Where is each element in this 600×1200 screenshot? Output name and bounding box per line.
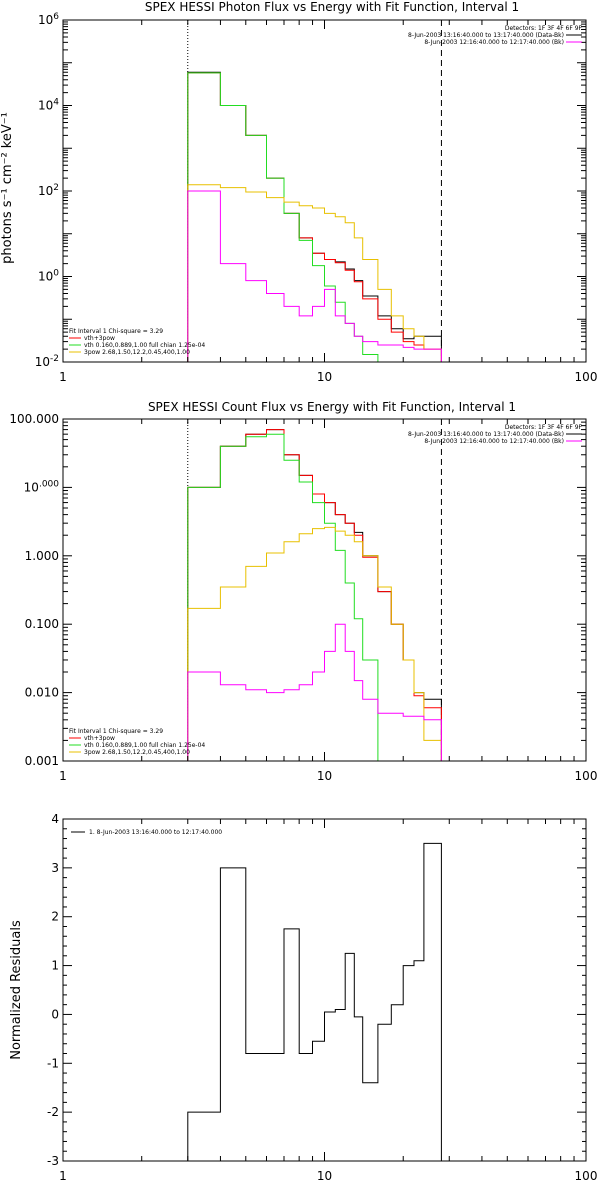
x-tick-label: 1: [59, 1169, 67, 1183]
y-tick-label: 100: [38, 269, 59, 284]
x-tick-label: 10: [317, 769, 332, 783]
legend-entry: vth+3pow: [84, 735, 115, 742]
x-tick-label: 100: [575, 769, 598, 783]
series-magenta-line: [187, 190, 442, 362]
axes-group: 1 10 100 0.001 0.010 0.100 1.000 10.000 100.000: [9, 412, 597, 783]
legend-entry: 8-Jun-2003 13:16:40.000 to 13:17:40.000 …: [408, 431, 564, 438]
legend-bottom: Fit Interval 1 Chi-square = 3.29 vth+3po…: [69, 328, 205, 356]
y-axis-label: photons s⁻¹ cm⁻² keV⁻¹: [0, 112, 15, 264]
y-tick-label: 4: [51, 812, 59, 826]
y-tick-label: 10.000: [24, 479, 60, 494]
legend-top: Detectors: 1F 3F 4F 6F 9F 8-Jun-2003 13:…: [408, 424, 583, 445]
axes-group: 1 10 100 10-2 100 102 104 106: [35, 12, 598, 384]
series-green-line: [187, 433, 379, 761]
y-tick-label: 2: [51, 910, 59, 924]
y-tick-label: 0.100: [25, 617, 59, 631]
legend-header: Fit Interval 1 Chi-square = 3.29: [69, 728, 163, 735]
series-green-line: [187, 72, 392, 363]
legend-header: Fit Interval 1 Chi-square = 3.29: [69, 328, 163, 335]
axes-group: 1 10 100 -3 -2 -1 0 1 2 3 4: [47, 812, 597, 1183]
series-yellow-line: [187, 184, 442, 362]
y-tick-label: 0: [51, 1007, 59, 1021]
legend-entry: vth 0.160,0.889,1.00 full chian 1.25e-04: [84, 342, 205, 349]
y-tick-label: 0.001: [25, 754, 59, 768]
series-yellow-line: [187, 526, 442, 761]
legend-entry: 1. 8-Jun-2003 13:16:40.000 to 12:17:40.0…: [89, 829, 222, 836]
y-tick-label: 3: [51, 861, 59, 875]
y-tick-label: 0.010: [25, 686, 59, 700]
series-group: [187, 419, 442, 761]
legend-entry: 8-Jun-2003 12:16:40.000 to 12:17:40.000 …: [424, 438, 564, 445]
y-tick-label: 1.000: [25, 549, 59, 563]
x-tick-label: 10: [317, 370, 332, 384]
chart-title: SPEX HESSI Photon Flux vs Energy with Fi…: [145, 0, 519, 14]
plot-frame: [62, 19, 587, 363]
y-tick-label: 10-2: [35, 354, 59, 369]
plot-frame: [62, 818, 587, 1162]
legend-entry: vth 0.160,0.889,1.00 full chian 1.25e-04: [84, 742, 205, 749]
x-tick-label: 1: [59, 769, 67, 783]
x-tick-label: 10: [317, 1169, 332, 1183]
legend-entry: 8-Jun-2003 13:16:40.000 to 13:17:40.000 …: [408, 32, 564, 39]
legend-entry: 3pow 2.68,1.50,12.2,0.45,400,1.00: [84, 749, 190, 756]
y-tick-label: 1: [51, 959, 59, 973]
series-group: [187, 20, 442, 363]
y-tick-label: 100.000: [9, 412, 59, 426]
series-group: [187, 842, 442, 1161]
legend-header: Detectors: 1F 3F 4F 6F 9F: [505, 25, 583, 32]
residuals-panel: Normalized Residuals 1 10 100 -3 -2 -1 0 1 2 3 4 1…: [9, 812, 597, 1183]
y-tick-label: -1: [47, 1056, 59, 1070]
plot-frame: [62, 418, 587, 762]
photon-flux-panel: SPEX HESSI Photon Flux vs Energy with Fi…: [0, 0, 597, 384]
series-red-line: [187, 429, 442, 761]
y-axis-label: Normalized Residuals: [9, 920, 24, 1060]
y-tick-label: 102: [38, 183, 59, 198]
y-tick-label: -3: [47, 1154, 59, 1168]
legend-header: Detectors: 1F 3F 4F 6F 9F: [505, 424, 583, 431]
count-flux-panel: SPEX HESSI Count Flux vs Energy with Fit…: [9, 400, 597, 783]
legend-top: Detectors: 1F 3F 4F 6F 9F 8-Jun-2003 13:…: [408, 25, 583, 46]
chart-title: SPEX HESSI Count Flux vs Energy with Fit…: [148, 400, 516, 414]
series-black-line: [187, 842, 442, 1161]
y-tick-label: 104: [38, 98, 59, 113]
x-tick-label: 100: [575, 370, 598, 384]
y-tick-label: -2: [47, 1105, 59, 1119]
legend-entry: 3pow 2.68,1.50,12.2,0.45,400,1.00: [84, 349, 190, 356]
legend-entry: vth+3pow: [84, 335, 115, 342]
x-tick-label: 1: [59, 370, 67, 384]
legend-entry: 8-Jun-2003 12:16:40.000 to 12:17:40.000 …: [424, 39, 564, 46]
series-magenta-line: [187, 623, 442, 761]
y-tick-label: 106: [38, 12, 59, 27]
legend: 1. 8-Jun-2003 13:16:40.000 to 12:17:40.0…: [71, 829, 222, 836]
legend-bottom: Fit Interval 1 Chi-square = 3.29 vth+3po…: [69, 728, 205, 756]
x-tick-label: 100: [575, 1169, 598, 1183]
series-black-line: [187, 429, 442, 761]
